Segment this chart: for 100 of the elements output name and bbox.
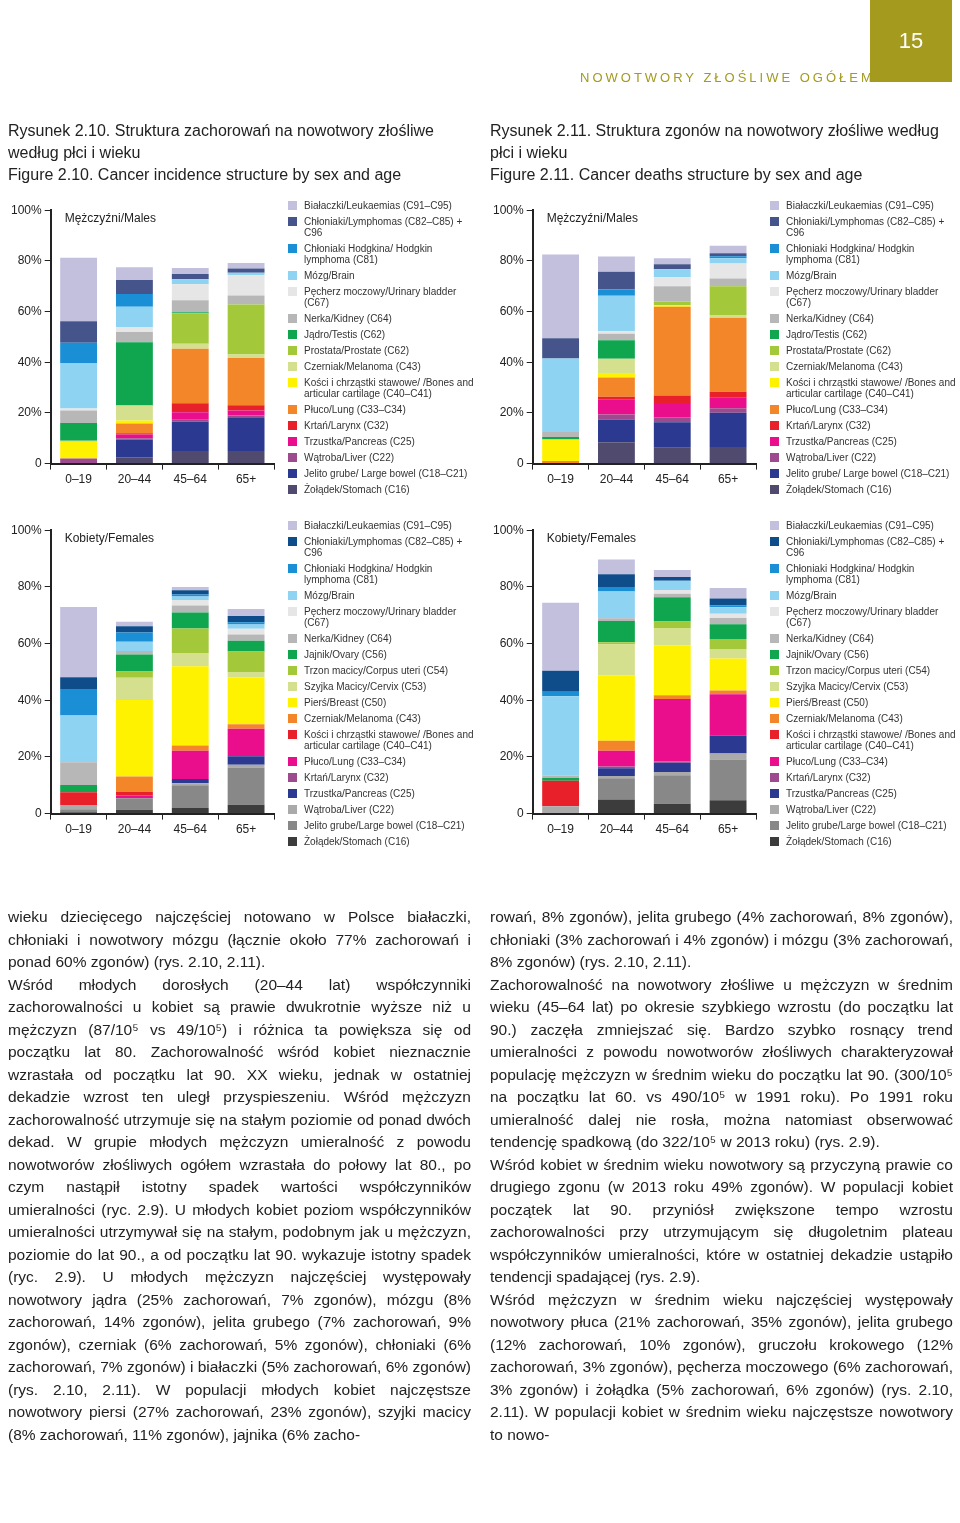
x-tick-label: 20–44 (117, 472, 152, 487)
legend-label: Żołądek/Stomach (C16) (786, 836, 892, 847)
text: rowań, 8% zgonów), jelita grubego (4% zachorowań, 8% zgonów), chłoniaki (3% zachorowań i 4% zgonów) i mózgu (3% zachorowań, 8% zgonów) (rys. 2.10, 2.11). Zachorowalność na nowotwory złośliwe u mężczyzn w średnim wieku (45–64 lat) po okresie szybkiego wzrostu (do początku lat 90.) zaczęła zmniejszać się. Bardzo szybko rosnący trend umieralności z powodu nowotworów złośliwych charakteryzował populację mężczyzn w średnim wieku do początku lat 90. (300/10⁵ na początku lat 60. vs 490/10⁵ w 1991 roku). Po 1991 roku umieralność dalej nie rosła, można natomiast obserwować tendencję spadkową (do 322/10⁵ w 2013 roku) (rys. 2.9). Wśród kobiet w średnim wieku nowotwory są przyczyną prawie co drugiego zgonu (w 2013 roku 49% zgonów). W populacji kobiet początek lat 90. przyniósł zwiększone tempo wzrostu zachorowalności przy utrzymującym się długoletnim plateau współczynników umieralności, które w ostatniej dekadzie ustąpiło tendencji spadającej (rys. 2.9). Wśród mężczyzn w średnim wieku najczęściej występowały nowotwory płuca (21% zachorowań, 35% zgonów), jelita grubego (12% zachorowań, 10% zgonów), gruczołu krokowego (12% zachorowań, 3% zgonów), pęcherza moczowego (6% zachorowań, 3% zgonów) i żołądka (5% zachorowań, 6% zgonów) (rys. 2.10, 2.11). W populacji kobiet w średnim wieku najczęstsze nowotwory to nowo- (490, 908, 953, 1443)
y-tick-label: 60% (499, 303, 525, 318)
legend-label: Pęcherz moczowy/Urinary bladder (C67) (786, 606, 940, 628)
x-tick-label: 0–19 (547, 472, 575, 487)
legend-label: Jelito grube/ Large bowel (C18–C21) (786, 468, 950, 479)
legend-label: Krtań/Larynx (C32) (786, 772, 871, 783)
legend-label: Trzustka/Pancreas (C25) (304, 436, 415, 447)
legend-label: Płuco/Lung (C33–C34) (304, 404, 406, 415)
y-tick-label: 40% (17, 692, 43, 707)
legend-label: Pierś/Breast (C50) (304, 697, 387, 708)
legend-label: Krtań/Larynx (C32) (304, 420, 389, 431)
chart-subtitle: Kobiety/Females (64, 530, 155, 545)
x-tick-label: 0–19 (65, 822, 93, 837)
y-tick-label: 80% (17, 253, 43, 268)
legend-label: Wątroba/Liver (C22) (304, 804, 395, 815)
x-tick-label: 65+ (235, 472, 257, 487)
legend-label: Wątroba/Liver (C22) (786, 804, 877, 815)
y-tick-label: 40% (499, 692, 525, 707)
legend-label: Chłoniaki Hodgkina/ Hodgkin lymphoma (C81) (304, 243, 434, 265)
y-tick-label: 60% (17, 303, 43, 318)
legend-label: Prostata/Prostate (C62) (786, 345, 892, 356)
y-tick-label: 100% (10, 522, 43, 537)
legend-label: Krtań/Larynx (C32) (304, 772, 389, 783)
legend-label: Chłoniaki/Lymphomas (C82–C85) + C96 (786, 536, 946, 558)
legend-label: Żołądek/Stomach (C16) (304, 484, 410, 495)
legend-label: Jajnik/Ovary (C56) (786, 649, 869, 660)
x-tick-label: 20–44 (117, 822, 152, 837)
legend-label: Trzustka/Pancreas (C25) (786, 788, 897, 799)
legend-label: Chłoniaki/Lymphomas (C82–C85) + C96 (304, 536, 464, 558)
x-tick-label: 65+ (235, 822, 257, 837)
legend-label: Jelito grube/ Large bowel (C18–C21) (304, 468, 468, 479)
x-tick-label: 45–64 (173, 472, 208, 487)
y-tick-label: 100% (492, 202, 525, 217)
legend-label: Czerniak/Melanoma (C43) (304, 361, 421, 372)
chart-title: Rysunek 2.11. Struktura zgonów na nowotwory złośliwe według płci i wieku Figure 2.11. Cancer deaths structure by sex and age (490, 121, 940, 185)
y-tick-label: 80% (17, 579, 43, 594)
x-tick-label: 45–64 (655, 472, 690, 487)
chart-subtitle: Mężczyźni/Males (546, 210, 639, 225)
legend-label: Białaczki/Leukaemias (C91–C95) (786, 520, 934, 531)
y-tick-label: 100% (492, 522, 525, 537)
legend-label: Płuco/Lung (C33–C34) (786, 756, 888, 767)
legend-label: Wątroba/Liver (C22) (786, 452, 877, 463)
legend-label: Nerka/Kidney (C64) (304, 633, 392, 644)
y-tick-label: 0 (35, 455, 42, 470)
legend-label: Trzon macicy/Corpus uteri (C54) (786, 665, 931, 676)
x-tick-label: 0–19 (65, 472, 93, 487)
legend-label: Żołądek/Stomach (C16) (304, 836, 410, 847)
y-tick-label: 80% (499, 579, 525, 594)
y-tick-label: 80% (499, 253, 525, 268)
legend-label: Kości i chrząstki stawowe/ /Bones and articular cartilage (C40–C41) (304, 377, 475, 399)
text: 15 (898, 28, 924, 53)
legend-label: Żołądek/Stomach (C16) (786, 484, 892, 495)
legend-label: Chłoniaki Hodgkina/ Hodgkin lymphoma (C81) (786, 243, 916, 265)
chart-title: Rysunek 2.10. Struktura zachorowań na nowotwory złośliwe według płci i wieku Figure 2.10. Cancer incidence structure by sex and age (8, 121, 435, 185)
y-tick-label: 40% (499, 354, 525, 369)
x-tick-label: 0–19 (547, 822, 575, 837)
y-tick-label: 20% (17, 749, 43, 764)
y-tick-label: 40% (17, 354, 43, 369)
legend-label: Jelito grube/Large bowel (C18–C21) (304, 820, 465, 831)
legend-label: Płuco/Lung (C33–C34) (304, 756, 406, 767)
legend-label: Nerka/Kidney (C64) (786, 313, 874, 324)
legend-label: Pęcherz moczowy/Urinary bladder (C67) (304, 286, 458, 308)
legend-label: Białaczki/Leukaemias (C91–C95) (304, 200, 452, 211)
legend-label: Trzustka/Pancreas (C25) (304, 788, 415, 799)
y-tick-label: 20% (499, 749, 525, 764)
legend-label: Krtań/Larynx (C32) (786, 420, 871, 431)
x-tick-label: 20–44 (599, 472, 634, 487)
legend-label: Nerka/Kidney (C64) (304, 313, 392, 324)
x-tick-label: 45–64 (655, 822, 690, 837)
legend-label: Mózg/Brain (304, 590, 355, 601)
text: wieku dziecięcego najczęściej notowano w Polsce białaczki, chłoniaki i nowotwory mózgu (łącznie około 77% zachorowań i ponad 60% zgonów) (rys. 2.10, 2.11). Wśród młodych dorosłych (20–44 lat) współczynniki zachorowalności u kobiet są prawie dwukrotnie wyższe niż u mężczyzn (87/10⁵ vs 49/10⁵) i różnica ta powiększa się od początku lat 80. Zachorowalność wśród kobiet nieznacznie wzrastała od początku lat 90. XX wieku, jednak w ostatniej dekadzie wzrost ten uległ przyspieszeniu. Wśród mężczyzn zachorowalność utrzymuje się na stałym poziomie od ponad dwóch dekad. W grupie młodych mężczyzn umieralność z powodu nowotworów złośliwych ogółem wzrastała do połowy lat 80., po czym nastąpił istotny spadek wartości współczynników umieralności (ryc. 2.9). U młodych kobiet poziom współczynników umieralności utrzymywał się na stałym, podobnym jak u mężczyzn, poziomie do lat 90., a od początku lat 90. wykazuje istotny spadek (ryc. 2.9). U młodych mężczyzn najczęściej występowały nowotwory jądra (25% zachorowań, 7% zgonów), mózgu (8% zachorowań, 14% zgonów), jelita grubego (7% zachorowań, 9% zgonów), czerniak (6% zachorowań, 5% zgonów), chłoniaki (6% zachorowań, 7% zgonów) i białaczki (5% zachorowań, 6% zgonów) (rys. 2.10, 2.11). W populacji młodych kobiet najczęstsze nowotwory piersi (27% zachorowań, 23% zgonów), szyjki macicy (8% zachorowań, 11% zgonów), jajnika (6% zacho- (8, 908, 471, 1443)
legend-label: Chłoniaki/Lymphomas (C82–C85) + C96 (786, 216, 946, 238)
legend-label: Nerka/Kidney (C64) (786, 633, 874, 644)
y-tick-label: 0 (517, 455, 524, 470)
x-tick-label: 65+ (717, 822, 739, 837)
legend-label: Białaczki/Leukaemias (C91–C95) (786, 200, 934, 211)
y-tick-label: 60% (499, 635, 525, 650)
legend-label: Jajnik/Ovary (C56) (304, 649, 387, 660)
legend-label: Pęcherz moczowy/Urinary bladder (C67) (304, 606, 458, 628)
legend-label: Jądro/Testis (C62) (304, 329, 386, 340)
legend-label: Szyjka Macicy/Cervix (C53) (786, 681, 909, 692)
legend-label: Trzon macicy/Corpus uteri (C54) (304, 665, 449, 676)
y-tick-label: 20% (17, 405, 43, 420)
y-tick-label: 0 (517, 805, 524, 820)
legend-label: Jelito grube/Large bowel (C18–C21) (786, 820, 947, 831)
legend-label: Szyjka Macicy/Cervix (C53) (304, 681, 427, 692)
x-tick-label: 20–44 (599, 822, 634, 837)
legend-label: Pierś/Breast (C50) (786, 697, 869, 708)
legend-label: Jądro/Testis (C62) (786, 329, 868, 340)
y-tick-label: 100% (10, 202, 43, 217)
legend-label: Płuco/Lung (C33–C34) (786, 404, 888, 415)
legend-label: Prostata/Prostate (C62) (304, 345, 410, 356)
legend-label: Białaczki/Leukaemias (C91–C95) (304, 520, 452, 531)
legend-label: Kości i chrząstki stawowe/ /Bones and articular cartilage (C40–C41) (304, 729, 475, 751)
legend-label: Chłoniaki/Lymphomas (C82–C85) + C96 (304, 216, 464, 238)
legend-label: Czerniak/Melanoma (C43) (304, 713, 421, 724)
legend-label: Chłoniaki Hodgkina/ Hodgkin lymphoma (C81) (786, 563, 916, 585)
chart-subtitle: Mężczyźni/Males (64, 210, 157, 225)
